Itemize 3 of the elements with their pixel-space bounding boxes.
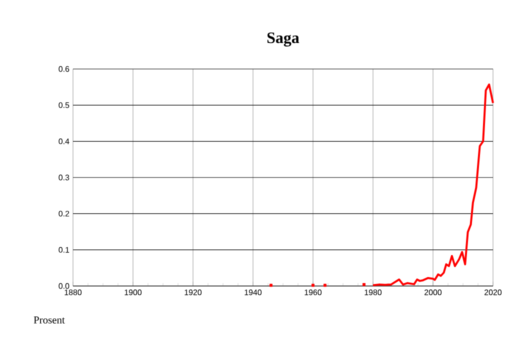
chart-title: Saga: [267, 32, 300, 47]
line-series: [372, 84, 494, 286]
y-axis-title: Prosent: [34, 316, 65, 324]
